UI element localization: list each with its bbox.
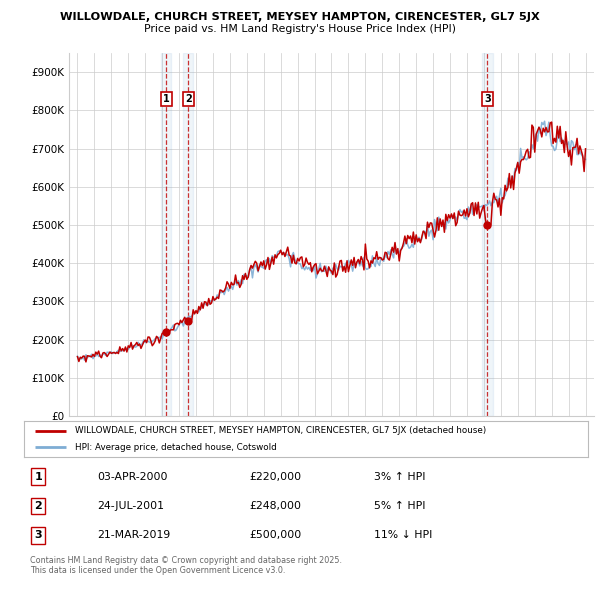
Text: WILLOWDALE, CHURCH STREET, MEYSEY HAMPTON, CIRENCESTER, GL7 5JX: WILLOWDALE, CHURCH STREET, MEYSEY HAMPTO… <box>60 12 540 22</box>
Text: 3: 3 <box>34 530 42 540</box>
Text: 1: 1 <box>34 471 42 481</box>
Text: 03-APR-2000: 03-APR-2000 <box>97 471 168 481</box>
Text: WILLOWDALE, CHURCH STREET, MEYSEY HAMPTON, CIRENCESTER, GL7 5JX (detached house): WILLOWDALE, CHURCH STREET, MEYSEY HAMPTO… <box>75 426 486 435</box>
Text: £220,000: £220,000 <box>250 471 302 481</box>
Text: 24-JUL-2001: 24-JUL-2001 <box>97 501 164 511</box>
Text: 2: 2 <box>34 501 42 511</box>
Text: 3: 3 <box>484 94 491 104</box>
Text: £248,000: £248,000 <box>250 501 302 511</box>
Text: Contains HM Land Registry data © Crown copyright and database right 2025.
This d: Contains HM Land Registry data © Crown c… <box>30 556 342 575</box>
Text: 3% ↑ HPI: 3% ↑ HPI <box>374 471 425 481</box>
Text: 5% ↑ HPI: 5% ↑ HPI <box>374 501 425 511</box>
Bar <box>482 53 493 416</box>
Bar <box>184 53 193 416</box>
Text: 21-MAR-2019: 21-MAR-2019 <box>97 530 170 540</box>
Text: HPI: Average price, detached house, Cotswold: HPI: Average price, detached house, Cots… <box>75 443 277 452</box>
Text: 1: 1 <box>163 94 170 104</box>
Bar <box>161 53 172 416</box>
Text: 2: 2 <box>185 94 192 104</box>
Text: 11% ↓ HPI: 11% ↓ HPI <box>374 530 432 540</box>
Text: Price paid vs. HM Land Registry's House Price Index (HPI): Price paid vs. HM Land Registry's House … <box>144 24 456 34</box>
Text: £500,000: £500,000 <box>250 530 302 540</box>
